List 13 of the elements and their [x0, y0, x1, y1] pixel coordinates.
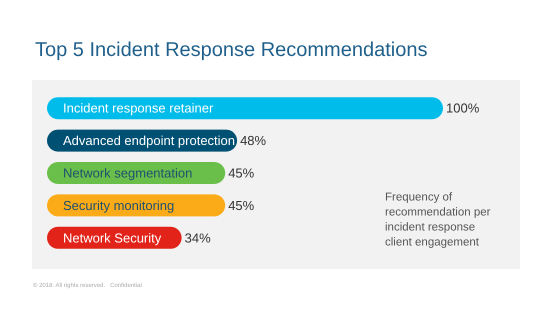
y-tick-label: Advanced endpoint protection: [63, 133, 236, 148]
bar: [47, 97, 443, 120]
data-label: 48%: [240, 133, 267, 148]
y-tick-label: Incident response retainer: [63, 100, 214, 116]
y-tick-label: Security monitoring: [63, 198, 174, 213]
chart-title: Top 5 Incident Response Recommendations: [35, 39, 428, 61]
y-tick-label: Network Security: [63, 230, 162, 246]
data-label: 34%: [184, 230, 212, 246]
y-tick-label: Network segmentation: [63, 166, 192, 180]
data-label: 45%: [228, 166, 255, 180]
data-label: 45%: [228, 198, 255, 213]
annotation: Frequency of recommendation per incident response client engagement: [385, 192, 491, 248]
data-label: 100%: [446, 100, 480, 116]
